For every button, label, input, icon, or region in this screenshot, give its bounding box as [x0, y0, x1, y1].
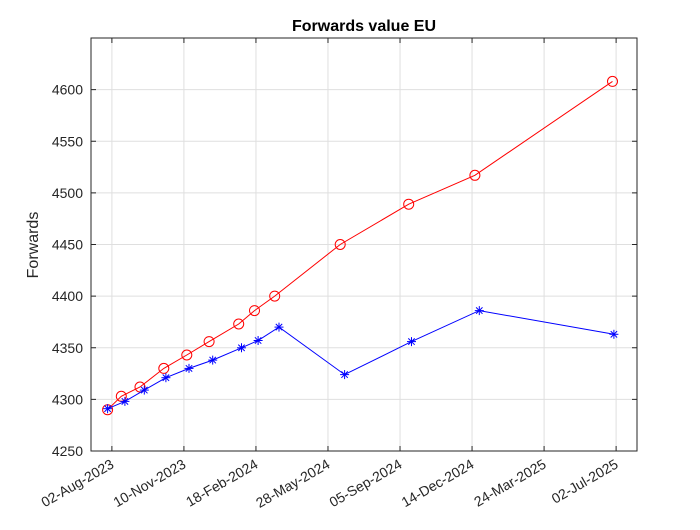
series-1-marker	[203, 336, 215, 348]
series-1-marker	[607, 75, 618, 87]
series-1-marker	[249, 305, 260, 317]
series-layer	[102, 75, 619, 416]
series-1-marker	[181, 349, 193, 361]
series-2-marker	[253, 336, 263, 345]
series-1-line	[107, 80, 613, 411]
axis-ticks: 4250 4300 4350 4400 4450 4500 4550 4600 02-Aug-2…	[38, 38, 637, 511]
x-tick-label: 10-Nov-2023	[110, 456, 188, 510]
y-tick-label: 4300	[52, 391, 83, 407]
y-tick-label: 4350	[52, 340, 83, 356]
x-tick-label: 02-Aug-2023	[38, 456, 116, 510]
series-2-marker	[474, 306, 484, 316]
series-2-marker	[609, 329, 619, 339]
x-tick-label: 02-Jul-2025	[549, 456, 621, 507]
y-axis-label: Forwards	[25, 212, 42, 279]
series-2-marker	[340, 370, 350, 380]
x-tick-label: 05-Sep-2024	[326, 456, 404, 510]
series-1-marker	[334, 239, 346, 250]
y-tick-label: 4500	[52, 185, 83, 201]
y-tick-label: 4550	[52, 133, 83, 149]
grid-lines	[91, 38, 637, 452]
series-2-marker	[274, 322, 284, 332]
series-1-marker	[469, 169, 481, 181]
y-tick-label: 4250	[52, 443, 83, 459]
series-2-marker	[139, 385, 149, 395]
y-tick-label: 4400	[52, 288, 83, 304]
series-1-marker	[233, 318, 245, 330]
x-tick-label: 18-Feb-2024	[183, 456, 261, 510]
series-1-marker	[134, 381, 146, 393]
series-1-marker	[269, 290, 281, 302]
chart-title: Forwards value EU	[292, 18, 436, 35]
series-2-marker	[237, 343, 246, 353]
series-2-marker	[120, 396, 130, 406]
series-1-marker	[158, 362, 170, 374]
x-tick-label: 14-Dec-2024	[398, 456, 476, 510]
x-tick-label: 28-May-2024	[253, 456, 333, 511]
x-tick-label: 24-Mar-2025	[471, 456, 549, 510]
series-2-marker	[407, 337, 416, 347]
series-2-marker	[103, 404, 113, 414]
y-tick-label: 4450	[52, 237, 83, 253]
series-1-marker	[403, 198, 415, 210]
series-2-marker	[161, 373, 171, 383]
series-2-marker	[184, 363, 194, 373]
series-2-marker	[208, 355, 218, 365]
y-tick-label: 4600	[52, 82, 83, 98]
